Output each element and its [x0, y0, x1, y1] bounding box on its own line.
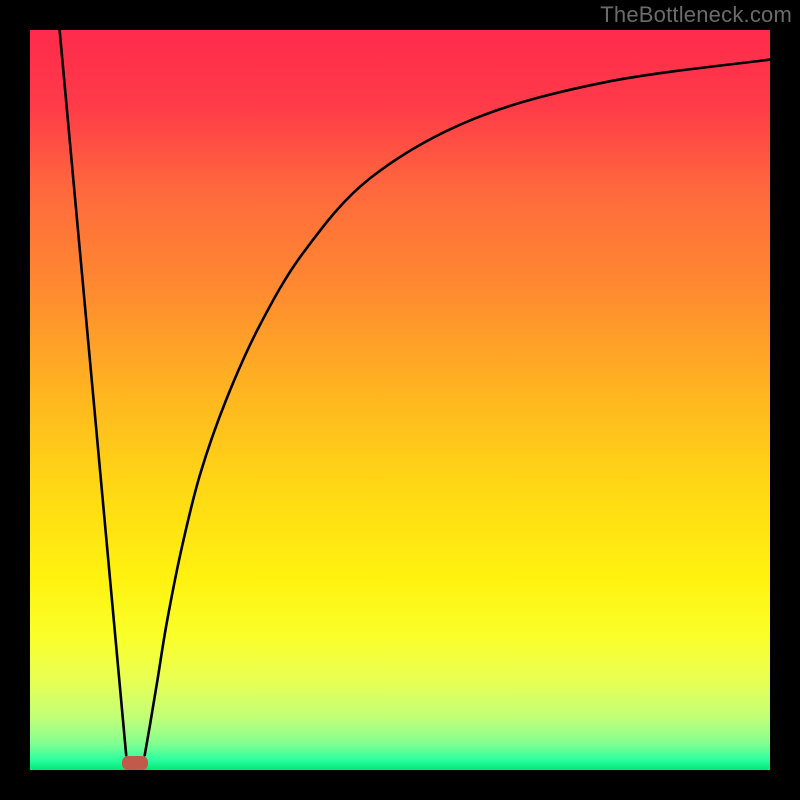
curve-right	[145, 60, 770, 756]
bottleneck-chart: TheBottleneck.com	[0, 0, 800, 800]
curve-left	[60, 30, 127, 755]
curve-layer	[30, 30, 770, 770]
plot-area	[30, 30, 770, 770]
watermark-label: TheBottleneck.com	[600, 2, 792, 28]
optimal-marker	[122, 756, 148, 770]
